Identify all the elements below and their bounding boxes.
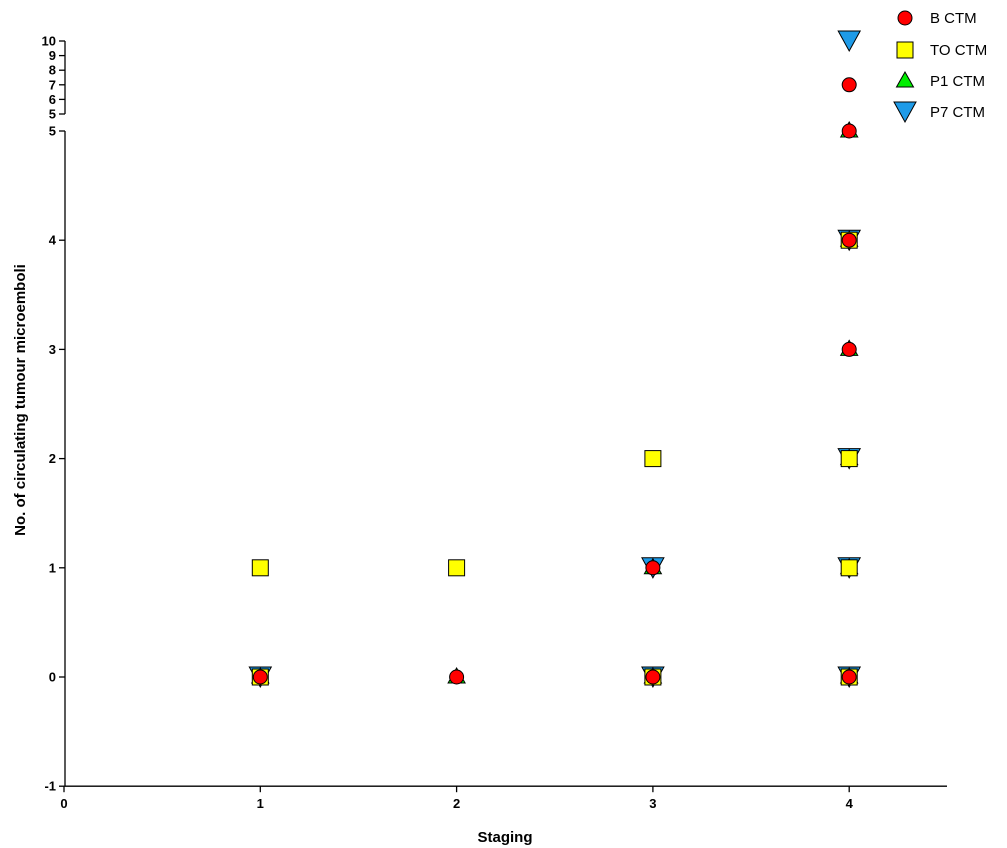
data-point xyxy=(645,560,661,576)
data-point xyxy=(841,232,857,248)
y-tick-label: 7 xyxy=(49,77,56,92)
y-tick-label: 5 xyxy=(49,124,56,139)
x-tick-label: 4 xyxy=(846,796,854,811)
x-tick-label: 2 xyxy=(453,796,460,811)
data-point xyxy=(840,450,858,468)
y-tick-label: 0 xyxy=(49,670,56,685)
legend-item: B CTM xyxy=(897,10,977,27)
y-tick-label: -1 xyxy=(44,779,56,794)
series-b-ctm xyxy=(252,77,857,685)
x-tick-label: 3 xyxy=(649,796,656,811)
data-point xyxy=(837,30,862,53)
data-point xyxy=(841,123,857,139)
x-tick-label: 0 xyxy=(60,796,67,811)
y-tick-label: 2 xyxy=(49,451,56,466)
legend-marker xyxy=(895,70,915,88)
legend-item: TO CTM xyxy=(896,41,987,59)
data-point xyxy=(644,450,662,468)
x-tick-label: 1 xyxy=(257,796,264,811)
y-tick-label: 5 xyxy=(49,107,56,122)
data-points xyxy=(248,30,862,689)
legend-label: P1 CTM xyxy=(930,73,985,90)
series-to-ctm xyxy=(251,231,858,686)
y-tick-label: 6 xyxy=(49,92,56,107)
data-point xyxy=(252,669,268,685)
data-point xyxy=(841,341,857,357)
axes xyxy=(59,40,947,793)
legend: B CTM TO CTM P1 CTM P7 CTM xyxy=(893,10,987,124)
y-tick-label: 3 xyxy=(49,342,56,357)
legend-marker xyxy=(897,10,913,26)
data-point xyxy=(449,669,465,685)
legend-label: B CTM xyxy=(930,10,977,27)
data-point xyxy=(840,559,858,577)
data-point xyxy=(841,77,857,93)
legend-label: P7 CTM xyxy=(930,104,985,121)
data-point xyxy=(448,559,466,577)
y-tick-label: 9 xyxy=(49,48,56,63)
y-tick-label: 1 xyxy=(49,560,56,575)
data-point xyxy=(251,559,269,577)
legend-marker xyxy=(896,41,914,59)
series-p1-ctm xyxy=(250,120,859,684)
data-point xyxy=(841,669,857,685)
legend-item: P1 CTM xyxy=(895,70,985,90)
legend-item: P7 CTM xyxy=(893,101,985,124)
legend-label: TO CTM xyxy=(930,42,987,59)
y-tick-label: 10 xyxy=(42,34,56,49)
y-tick-label: 4 xyxy=(49,233,57,248)
y-tick-label: 8 xyxy=(49,63,56,78)
legend-marker xyxy=(893,101,917,124)
series-p7-ctm xyxy=(248,30,862,689)
data-point xyxy=(645,669,661,685)
y-axis-title: No. of circulating tumour microemboli xyxy=(12,264,29,536)
x-axis-title: Staging xyxy=(478,829,533,846)
